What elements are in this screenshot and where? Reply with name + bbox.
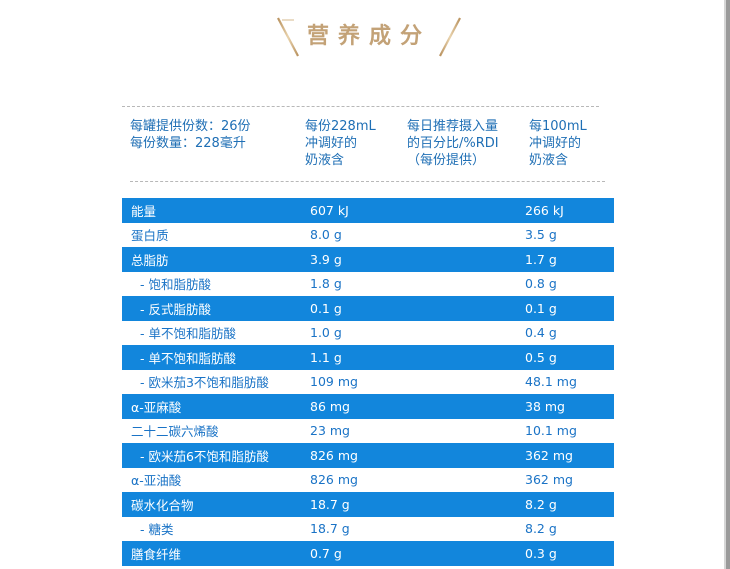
- table-row: - 单不饱和脂肪酸 1.0 g 0.4 g: [122, 320, 614, 345]
- table-row: 能量 607 kJ 266 kJ: [122, 198, 614, 223]
- per-100ml-value: 3.5 g: [525, 222, 614, 247]
- per-serving-value: 3.9 g: [310, 247, 525, 272]
- per-serving-value: 109 mg: [310, 369, 525, 394]
- table-row: - 欧米茄3不饱和脂肪酸 109 mg 48.1 mg: [122, 369, 614, 394]
- per-serving-value: 1.0 g: [310, 320, 525, 345]
- header-rdi: 每日推荐摄入量 的百分比/%RDI （每份提供）: [407, 118, 499, 169]
- per-100ml-value: 0.1 g: [525, 296, 614, 321]
- table-row: - 反式脂肪酸 0.1 g 0.1 g: [122, 296, 614, 321]
- table-row: α-亚油酸 826 mg 362 mg: [122, 467, 614, 492]
- nutrient-name: 蛋白质: [122, 222, 310, 247]
- header-rdi-line: 的百分比/%RDI: [407, 136, 499, 151]
- per-100ml-value: 48.1 mg: [525, 369, 614, 394]
- per-serving-value: 0.7 g: [310, 541, 525, 566]
- per-serving-value: 18.7 g: [310, 516, 525, 541]
- per-100ml-value: 362 mg: [525, 467, 614, 492]
- header-divider-bottom: [130, 181, 605, 182]
- per-serving-value: 1.1 g: [310, 345, 525, 370]
- per-serving-value: 86 mg: [310, 394, 525, 419]
- nutrient-name: 膳食纤维: [122, 541, 310, 566]
- header-per-serving-line: 冲调好的: [305, 136, 358, 151]
- header-rdi-line: （每份提供）: [407, 153, 486, 168]
- table-row: α-亚麻酸 86 mg 38 mg: [122, 394, 614, 419]
- per-100ml-value: 266 kJ: [525, 198, 614, 223]
- header-per-100ml-line: 冲调好的: [529, 136, 582, 151]
- table-row: 总脂肪 3.9 g 1.7 g: [122, 247, 614, 272]
- page-edge: [726, 0, 730, 569]
- per-serving-value: 0.1 g: [310, 296, 525, 321]
- nutrient-name: 总脂肪: [122, 247, 310, 272]
- header-per-100ml-line: 每100mL: [529, 119, 587, 134]
- nutrient-name: 碳水化合物: [122, 492, 310, 517]
- nutrient-name: α-亚油酸: [122, 467, 310, 492]
- nutrition-table: 能量 607 kJ 266 kJ 蛋白质 8.0 g 3.5 g 总脂肪 3.9…: [122, 198, 614, 566]
- header-per-serving: 每份228mL 冲调好的 奶液含: [305, 118, 376, 169]
- nutrient-name: - 饱和脂肪酸: [122, 271, 310, 296]
- nutrient-name: - 单不饱和脂肪酸: [122, 320, 310, 345]
- header-per-serving-line: 每份228mL: [305, 119, 376, 134]
- nutrient-name: - 单不饱和脂肪酸: [122, 345, 310, 370]
- per-100ml-value: 0.5 g: [525, 345, 614, 370]
- per-serving-value: 826 mg: [310, 443, 525, 468]
- per-serving-value: 8.0 g: [310, 222, 525, 247]
- nutrient-name: - 反式脂肪酸: [122, 296, 310, 321]
- per-serving-value: 826 mg: [310, 467, 525, 492]
- per-100ml-value: 10.1 mg: [525, 418, 614, 443]
- per-100ml-value: 0.8 g: [525, 271, 614, 296]
- per-100ml-value: 38 mg: [525, 394, 614, 419]
- per-100ml-value: 362 mg: [525, 443, 614, 468]
- nutrient-name: - 欧米茄3不饱和脂肪酸: [122, 369, 310, 394]
- per-100ml-value: 0.4 g: [525, 320, 614, 345]
- per-serving-value: 18.7 g: [310, 492, 525, 517]
- nutrient-name: - 糖类: [122, 516, 310, 541]
- header-per-serving-line: 奶液含: [305, 153, 345, 168]
- table-row: 膳食纤维 0.7 g 0.3 g: [122, 541, 614, 566]
- header-per-100ml-line: 奶液含: [529, 153, 569, 168]
- per-serving-value: 607 kJ: [310, 198, 525, 223]
- per-serving-value: 1.8 g: [310, 271, 525, 296]
- page-title: 营养成分: [306, 24, 431, 49]
- nutrient-name: - 欧米茄6不饱和脂肪酸: [122, 443, 310, 468]
- table-row: - 饱和脂肪酸 1.8 g 0.8 g: [122, 271, 614, 296]
- table-row: - 糖类 18.7 g 8.2 g: [122, 516, 614, 541]
- nutrient-name: α-亚麻酸: [122, 394, 310, 419]
- nutrient-name: 二十二碳六烯酸: [122, 418, 310, 443]
- header-servings: 每罐提供份数：26份 每份数量：228毫升: [130, 118, 251, 152]
- per-100ml-value: 8.2 g: [525, 492, 614, 517]
- per-100ml-value: 1.7 g: [525, 247, 614, 272]
- nutrient-name: 能量: [122, 198, 310, 223]
- header-servings-line: 每份数量：228毫升: [130, 136, 246, 151]
- per-100ml-value: 0.3 g: [525, 541, 614, 566]
- title-frame: [277, 17, 461, 57]
- table-row: 二十二碳六烯酸 23 mg 10.1 mg: [122, 418, 614, 443]
- header-per-100ml: 每100mL 冲调好的 奶液含: [529, 118, 587, 169]
- header-divider-top: [122, 106, 599, 107]
- header-rdi-line: 每日推荐摄入量: [407, 119, 499, 134]
- title-badge: 营养成分: [274, 16, 464, 58]
- table-row: 蛋白质 8.0 g 3.5 g: [122, 222, 614, 247]
- table-row: - 单不饱和脂肪酸 1.1 g 0.5 g: [122, 345, 614, 370]
- table-row: - 欧米茄6不饱和脂肪酸 826 mg 362 mg: [122, 443, 614, 468]
- page-edge-shadow: [724, 0, 726, 569]
- table-row: 碳水化合物 18.7 g 8.2 g: [122, 492, 614, 517]
- per-serving-value: 23 mg: [310, 418, 525, 443]
- header-servings-line: 每罐提供份数：26份: [130, 119, 251, 134]
- per-100ml-value: 8.2 g: [525, 516, 614, 541]
